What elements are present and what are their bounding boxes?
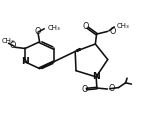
Text: N: N <box>92 72 100 81</box>
Text: CH₃: CH₃ <box>2 38 15 44</box>
Text: CH₃: CH₃ <box>47 25 60 31</box>
Text: N: N <box>21 57 29 66</box>
Text: O: O <box>109 27 116 36</box>
Text: O: O <box>81 85 88 94</box>
Text: CH₃: CH₃ <box>117 23 130 29</box>
Text: O: O <box>109 84 115 93</box>
Text: O: O <box>35 27 41 36</box>
Text: O: O <box>83 22 89 31</box>
Text: O: O <box>10 41 16 50</box>
